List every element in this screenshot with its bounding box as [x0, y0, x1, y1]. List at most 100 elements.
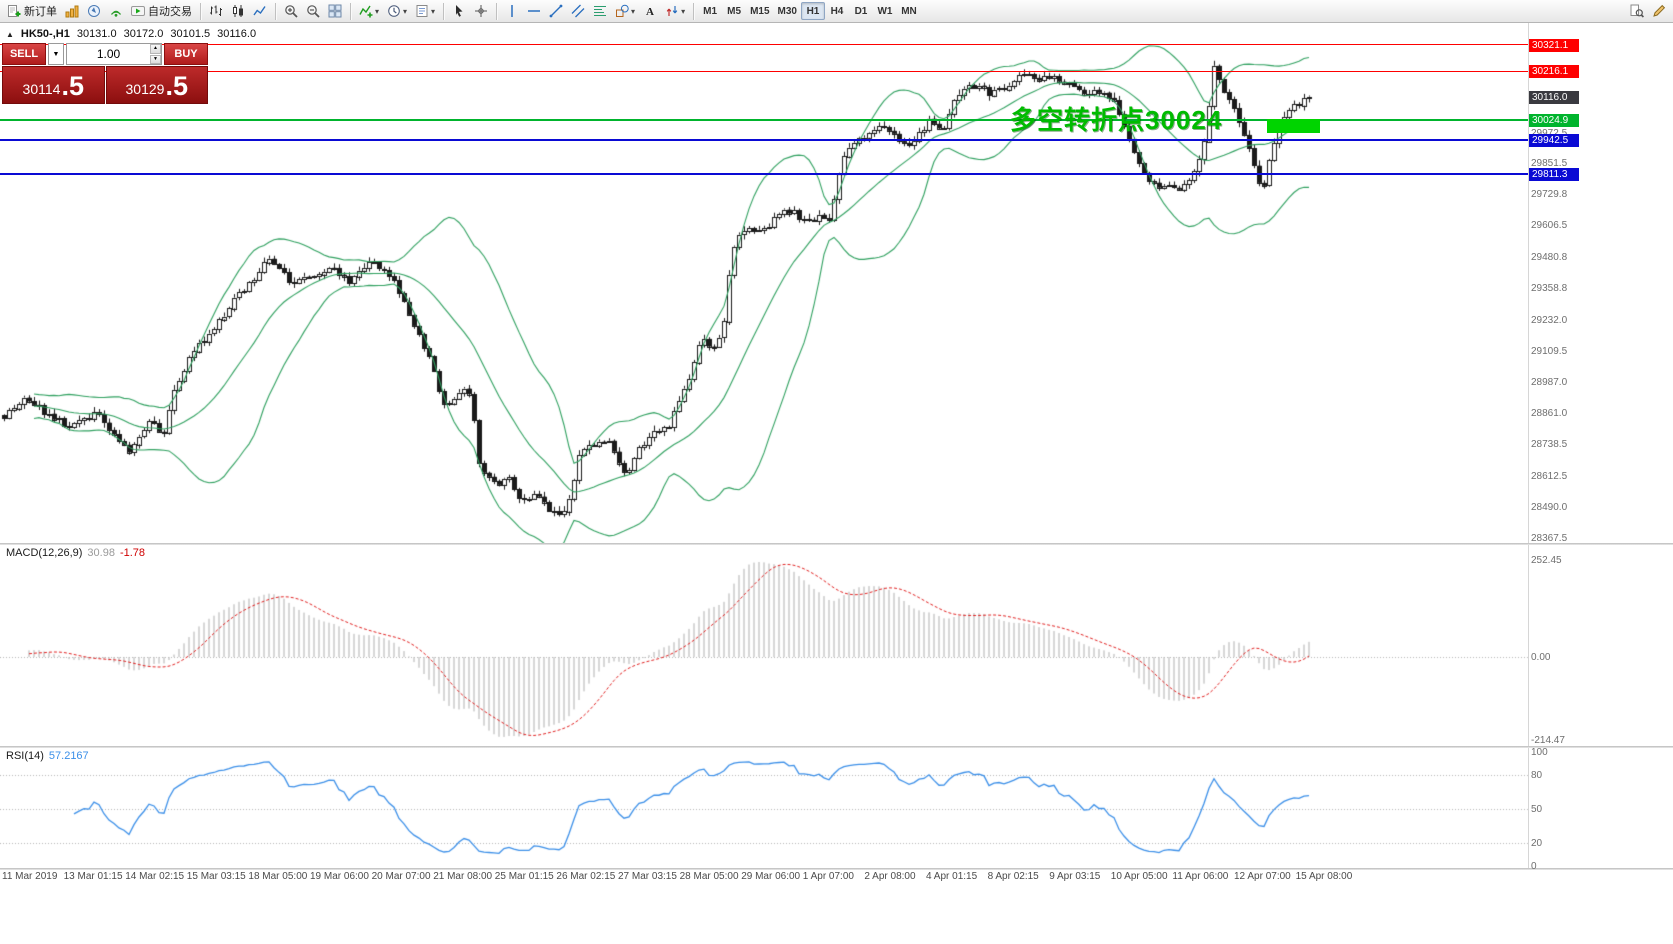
rsi-value: 57.2167 [48, 750, 89, 762]
horizontal-level-line[interactable] [0, 172, 1528, 175]
time-axis-label: 1 Apr 07:00 [802, 871, 854, 882]
chart-text-annotation[interactable]: 多空转折点30024 [1010, 105, 1223, 135]
arrow-objects-button[interactable]: ▾ [661, 1, 689, 21]
current-price-label: 30116.0 [1529, 90, 1579, 104]
timeframe-mn-button[interactable]: MN [897, 2, 921, 20]
crosshair-button[interactable] [470, 1, 492, 21]
volume-decrease-button[interactable]: ▼ [150, 54, 161, 64]
main-macd-splitter[interactable] [0, 543, 1673, 545]
market-watch-icon [65, 4, 79, 18]
toolbar-separator [200, 2, 201, 20]
tile-windows-button[interactable] [324, 1, 346, 21]
time-axis-label: 4 Apr 01:15 [926, 871, 978, 882]
price-level-label: 30216.1 [1529, 65, 1579, 79]
ohlc-low: 30101.5 [170, 28, 211, 40]
macd-rsi-splitter[interactable] [0, 746, 1673, 748]
timeframe-h4-button[interactable]: H4 [825, 2, 849, 20]
price-axis-label: 28987.0 [1531, 376, 1568, 388]
text-label-button[interactable]: A [639, 1, 661, 21]
equidistant-channel-button[interactable] [567, 1, 589, 21]
buy-button[interactable]: BUY [164, 43, 208, 65]
green-highlight-rectangle[interactable] [1267, 119, 1320, 133]
price-axis-label: 29729.8 [1531, 189, 1568, 201]
terminal-icon [109, 4, 123, 18]
time-axis-label: 28 Mar 05:00 [679, 871, 739, 882]
timeframe-w1-button[interactable]: W1 [873, 2, 897, 20]
market-watch-button[interactable] [61, 1, 83, 21]
volume-spinner: ▲ ▼ [150, 44, 161, 64]
toolbar-button-label: 新订单 [24, 6, 57, 18]
price-axis-label: 29851.5 [1531, 158, 1568, 170]
price-axis-label: 29358.8 [1531, 282, 1568, 294]
horizontal-level-line[interactable] [0, 70, 1528, 72]
timeframe-m1-button[interactable]: M1 [698, 2, 722, 20]
time-axis-label: 29 Mar 06:00 [741, 871, 801, 882]
price-axis-label: 28738.5 [1531, 439, 1568, 451]
navigator-button[interactable] [83, 1, 105, 21]
shapes-button[interactable]: ▾ [611, 1, 639, 21]
time-axis-label: 2 Apr 08:00 [864, 871, 916, 882]
one-click-collapse-icon[interactable]: ▲ [6, 29, 14, 39]
macd-title-text: MACD(12,26,9) [6, 547, 83, 559]
time-axis-label: 12 Apr 07:00 [1234, 871, 1291, 882]
candlestick-chart-button[interactable] [227, 1, 249, 21]
timeframe-m30-button[interactable]: M30 [774, 2, 801, 20]
template-icon [415, 4, 429, 18]
cursor-button[interactable] [448, 1, 470, 21]
volume-increase-button[interactable]: ▲ [150, 44, 161, 54]
line-chart-button[interactable] [249, 1, 271, 21]
zoom-in-button[interactable] [280, 1, 302, 21]
price-level-label: 29811.3 [1529, 167, 1579, 181]
indicators-button[interactable]: ▾ [355, 1, 383, 21]
timeframe-d1-button[interactable]: D1 [849, 2, 873, 20]
macd-axis-label: 0.00 [1531, 652, 1551, 663]
time-axis-label: 20 Mar 07:00 [371, 871, 431, 882]
timeframe-m5-button[interactable]: M5 [722, 2, 746, 20]
sell-price-pips: .5 [61, 71, 84, 101]
timeframe-h1-button[interactable]: H1 [800, 2, 825, 20]
time-axis-label: 21 Mar 08:00 [433, 871, 493, 882]
autotrading-button[interactable]: 自动交易 [127, 1, 196, 21]
price-axis-label: 28367.5 [1531, 532, 1568, 544]
buy-price-button[interactable]: 30129 .5 [105, 66, 208, 104]
zoom-out-button[interactable] [302, 1, 324, 21]
channel-icon [571, 4, 585, 18]
volume-input[interactable] [66, 43, 162, 65]
sell-button[interactable]: SELL [2, 43, 46, 65]
rsi-axis-label: 80 [1531, 770, 1543, 781]
edit-button[interactable] [1648, 1, 1670, 21]
toolbar-separator [443, 2, 445, 20]
time-axis-border [0, 868, 1673, 870]
new-order-icon [7, 4, 21, 18]
time-axis-label: 14 Mar 02:15 [125, 871, 185, 882]
vertical-line-button[interactable] [501, 1, 523, 21]
volume-dropdown-button[interactable]: ▼ [48, 43, 64, 65]
horizontal-level-line[interactable] [0, 139, 1528, 142]
horizontal-line-button[interactable] [523, 1, 545, 21]
templates-button[interactable]: ▾ [411, 1, 439, 21]
toolbar-button-label: 自动交易 [148, 6, 192, 18]
time-axis-label: 18 Mar 05:00 [248, 871, 308, 882]
fibonacci-button[interactable] [589, 1, 611, 21]
search-button[interactable] [1626, 1, 1648, 21]
periods-button[interactable]: ▾ [383, 1, 411, 21]
price-axis-label: 29232.0 [1531, 314, 1568, 326]
new-order-button[interactable]: 新订单 [3, 1, 61, 21]
time-axis-label: 25 Mar 01:15 [494, 871, 554, 882]
time-axis-label: 9 Apr 03:15 [1049, 871, 1101, 882]
cursor-icon [452, 4, 466, 18]
trendline-icon [549, 4, 563, 18]
horizontal-level-line[interactable] [0, 118, 1528, 121]
trendline-button[interactable] [545, 1, 567, 21]
horizontal-level-line[interactable] [0, 44, 1528, 46]
toolbar-separator [275, 2, 276, 20]
text-icon: A [643, 4, 657, 18]
sell-price-button[interactable]: 30114 .5 [2, 66, 105, 104]
timeframe-m15-button[interactable]: M15 [746, 2, 773, 20]
bar-chart-button[interactable] [205, 1, 227, 21]
rsi-indicator-title: RSI(14) 57.2167 [6, 750, 89, 762]
terminal-button[interactable] [105, 1, 127, 21]
pencil-icon [1652, 4, 1666, 18]
